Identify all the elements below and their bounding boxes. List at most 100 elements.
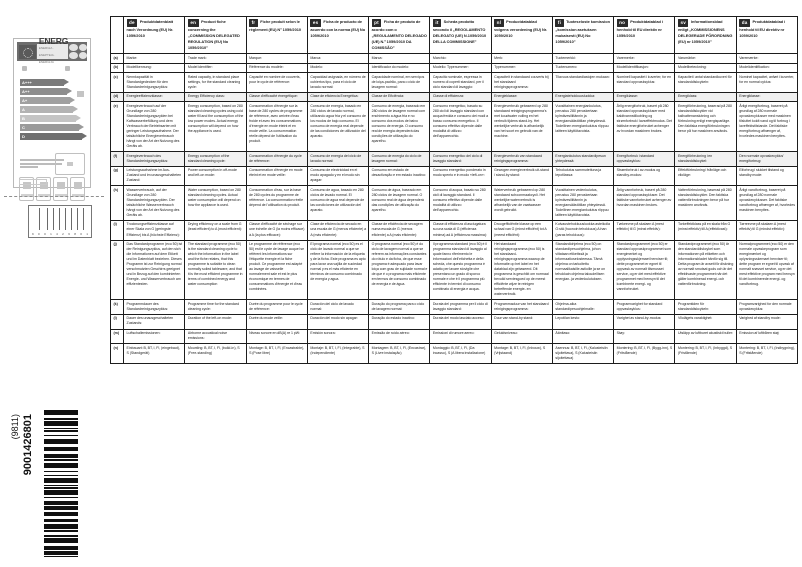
cell-n-en: Mounting: B, BT, I, Fl, (build-in), S (F… <box>184 343 247 364</box>
cell-text: Programme time for the standard cleaning… <box>187 301 240 311</box>
cell-m-es: Emisión sonora: <box>306 328 370 345</box>
left-panel: ENERG ENERGIA · ENEPTEIA · ENERGIJA A+++… <box>0 0 108 567</box>
cell-m-sv: Utsläpp av luftburet akustiskt buller: <box>674 328 737 345</box>
cell-g-fr: Consommation d'énergie en mode éteint et… <box>245 165 308 187</box>
cell-text: Standardprogrammet (eco 50) er standard … <box>616 242 672 292</box>
cell-text: Energy consumption of the standard clean… <box>187 153 230 163</box>
column-header-no: no Produktdatablad i henhold til EU direk… <box>613 15 676 55</box>
cell-text: Clase de eficiencia Energética: <box>310 94 359 99</box>
cell-n-it: Montaggio: B, BT, I, Fl, (Da incasso), S… <box>429 343 492 364</box>
cell-i-fi: Kuivaustehokkuusluokka asteikolla G:stä … <box>551 219 615 241</box>
cell-h-da: Årligt vandforbrug, baseret på grundlag … <box>735 185 799 221</box>
cell-text: Modello: Typenummer: <box>432 65 469 70</box>
cell-text: Torkeffektklass på en skala från G (mins… <box>677 222 731 232</box>
cell-text: Het standaard reinigingsprogramma (eco 5… <box>494 242 549 297</box>
cell-l-fi: Lepotilan kesto: <box>551 313 615 330</box>
cell-g-nl: Gewogen energieverbruik uit-stand / stan… <box>490 165 553 187</box>
cell-c-fr: Capacité en nombre de couverts, pour le … <box>245 72 308 93</box>
row-key-d: (d) <box>109 91 125 103</box>
cell-n-sv: Montering: B, BT, I, Fl, (Inbyggd), S (F… <box>674 343 737 364</box>
cell-text: Tuotemerkki: <box>555 55 576 60</box>
cell-text: Energieeffizienzklasse: <box>126 94 163 99</box>
cell-text: Consumo de energía del ciclo de lavado n… <box>310 153 362 163</box>
energ-wordmark: ENERG ENERGIA · ENEPTEIA · ENERGIJA <box>36 36 68 64</box>
cell-text: Trocknungseffizienzklasse auf einer Skal… <box>126 222 180 237</box>
cell-text: Varemerke: <box>616 55 635 60</box>
cell-text: Energy consumption, based on 280 standar… <box>187 103 244 133</box>
cell-text: Consommation d'énergie sur la base de 28… <box>249 103 303 144</box>
cell-text: Montage: B, BT, I, Fl, (Encastrable), S … <box>249 345 305 355</box>
energy-class-bar-D: D <box>20 133 87 140</box>
cell-text: Gewogen energieverbruik uit-stand / stan… <box>494 168 549 178</box>
cell-text: Classe d'efficacité énergétique: <box>249 94 298 99</box>
cell-l-fr: Durée du mode veille: <box>245 313 308 330</box>
cell-text: Capaciteit in standaard couverts bij het… <box>494 74 549 89</box>
table-body: (a) Marke: Trade mark: Marque: Marca: Marca: M… <box>109 53 799 364</box>
column-header-title-no: Produktdatablad i henhold til EU direkti… <box>616 18 663 39</box>
cell-f-es: Consumo de energía del ciclo de lavado n… <box>306 151 370 167</box>
barcode-suffix: (9811) <box>10 414 20 440</box>
cell-text: Classe de Eficiência: <box>371 94 405 99</box>
kwh-value-box <box>55 153 85 175</box>
energy-label-icon-row <box>19 177 85 201</box>
cell-d-da: Energiklasse: <box>735 91 799 103</box>
column-header-it: it Scheda prodotto secondo il „REGOLAMENT… <box>429 15 492 55</box>
cell-text: Geluidsniveau: <box>494 331 518 336</box>
column-header-title-es: Ficha de producto de acuerdo con la norm… <box>310 18 366 39</box>
language-flag-pt-icon: pt <box>371 19 382 28</box>
language-flag-da-icon: da <box>739 19 750 28</box>
cell-text: Durée du mode veille: <box>249 316 283 321</box>
cut-line <box>4 196 104 197</box>
cell-text: Lepotilan kesto: <box>555 316 581 321</box>
cell-b-fr: Référence du modèle: <box>245 62 308 74</box>
energy-class-bar-Aplusplusplus: A+++ <box>20 79 69 86</box>
cell-text: Den normale opvaskecyklus' energiforbrug… <box>739 153 784 163</box>
cell-text: Marca: <box>310 55 322 60</box>
cell-text: Tørkeevne på skalaen A (mest effektiv) t… <box>616 222 664 232</box>
table-row: (a) Marke: Trade mark: Marque: Marca: Marca: M… <box>109 53 799 64</box>
cell-g-es: Consumo de electricidad en el modo apaga… <box>306 165 370 187</box>
cell-text: Vuosittainen energiankulutus, perustuu 2… <box>555 103 609 133</box>
cell-text: Duración del modo sin apagar: <box>310 316 358 321</box>
energy-label-badges <box>69 44 87 59</box>
product-fiche-table: de Produktdatenblatt nach Verordnung (EU)… <box>109 15 799 364</box>
cell-e-da: Årligt energiforbrug, baseret på grundla… <box>735 101 799 153</box>
cell-n-de: Einbauart: B, BT, I, Fl, (eingebaut), S … <box>123 343 186 364</box>
cell-text: Montaggio: B, BT, I, Fl, (Da incasso), S… <box>432 345 486 355</box>
column-header-title-fr: Fiche produit selon le règlement (EU) N°… <box>249 18 302 33</box>
cell-m-nl: Geluidsniveau: <box>490 328 553 345</box>
table-row: (f) Energieverbrauch des Standardreinigun… <box>109 151 799 167</box>
cell-text: Duração do programa para o ciclo de lava… <box>371 301 425 311</box>
column-header-es: es Ficha de producto de acuerdo con la no… <box>306 15 370 55</box>
energy-label-graphic: ENERG ENERGIA · ENEPTEIA · ENERGIJA A+++… <box>13 36 91 201</box>
cell-h-fr: Consommation d'eau, sur la base de 280 c… <box>245 185 308 221</box>
cell-e-en: Energy consumption, based on 280 standar… <box>184 101 247 153</box>
table-row: (b) Modellkennung: Model identifier: Référe… <box>109 62 799 74</box>
language-flag-es-icon: es <box>310 19 321 28</box>
cell-k-sv: Programtiden för standarddiskcykeln: <box>674 299 737 315</box>
cell-text: Effektförbrukning i frånläge och viloläg… <box>677 168 727 178</box>
cell-text: Durata del programma per il ciclo di lav… <box>432 301 488 311</box>
table-row: (n) Einbauart: B, BT, I, Fl, (eingebaut),… <box>109 343 799 364</box>
cell-text: Normalprogrammet (eco 50) er den normale… <box>739 242 795 287</box>
cell-text: Montagem: B, BT, I, Fl, (Encastrar), S (… <box>371 345 427 355</box>
cell-text: Energieverbruik gebaseerd op 280 standaa… <box>494 103 548 139</box>
cell-text: Energieverbrauch auf der Grundlage von 2… <box>126 103 180 149</box>
cell-h-sv: Vattenförbrukning, baserad på 280 standa… <box>674 185 737 221</box>
cell-c-de: Nennkapazität in Standardgedecken für de… <box>123 72 186 93</box>
cell-text: Emissioni di rumore aereo: <box>432 331 475 336</box>
cell-text: Luftschallemissionen: <box>126 331 161 336</box>
cell-k-en: Programme time for the standard cleaning… <box>184 299 247 315</box>
cell-text: Merk: <box>494 55 504 60</box>
cell-l-it: Durata del modo lasciato acceso: <box>429 313 492 330</box>
cell-c-nl: Capaciteit in standaard couverts bij het… <box>490 72 553 93</box>
table-row: (m) Luftschallemissionen: Airborne acousti… <box>109 328 799 345</box>
cell-d-fr: Classe d'efficacité énergétique: <box>245 91 308 103</box>
energy-label-legal-text <box>20 159 66 170</box>
cell-text: Model identifier: <box>187 65 213 70</box>
energy-class-pointer <box>77 91 84 97</box>
cell-text: Programtiden för standarddiskcykeln: <box>677 301 710 311</box>
cell-text: Consumo de energia do ciclo de lavagem n… <box>371 153 422 163</box>
cell-b-no: Modellidentifikasjon: <box>613 62 676 74</box>
